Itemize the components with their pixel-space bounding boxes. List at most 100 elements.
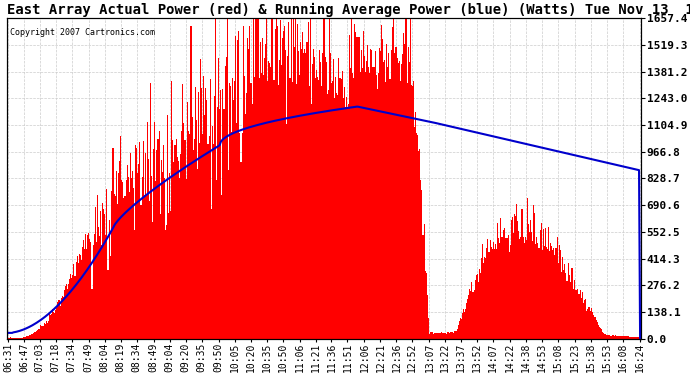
Bar: [246, 93, 247, 339]
Bar: [471, 282, 473, 339]
Bar: [497, 223, 498, 339]
Bar: [312, 64, 313, 339]
Bar: [196, 120, 197, 339]
Bar: [282, 38, 283, 339]
Bar: [201, 88, 202, 339]
Bar: [145, 153, 146, 339]
Bar: [336, 93, 337, 339]
Bar: [286, 124, 287, 339]
Bar: [38, 329, 39, 339]
Bar: [163, 145, 164, 339]
Bar: [448, 332, 449, 339]
Bar: [636, 337, 638, 339]
Bar: [185, 140, 186, 339]
Bar: [169, 172, 170, 339]
Bar: [134, 230, 135, 339]
Bar: [119, 161, 120, 339]
Bar: [301, 49, 302, 339]
Bar: [277, 26, 278, 339]
Bar: [266, 18, 267, 339]
Bar: [631, 337, 632, 339]
Bar: [362, 68, 363, 339]
Bar: [101, 245, 102, 339]
Bar: [594, 317, 595, 339]
Bar: [189, 134, 190, 339]
Bar: [315, 78, 316, 339]
Bar: [548, 226, 549, 339]
Bar: [616, 336, 618, 339]
Bar: [221, 195, 222, 339]
Bar: [338, 57, 339, 339]
Bar: [252, 104, 253, 339]
Bar: [564, 264, 565, 339]
Bar: [14, 338, 15, 339]
Bar: [339, 78, 341, 339]
Bar: [440, 332, 442, 339]
Bar: [350, 68, 351, 339]
Bar: [273, 80, 275, 339]
Bar: [386, 44, 387, 339]
Bar: [190, 26, 192, 339]
Bar: [542, 250, 543, 339]
Bar: [21, 338, 22, 339]
Bar: [486, 249, 487, 339]
Bar: [12, 338, 14, 339]
Bar: [351, 18, 352, 339]
Bar: [161, 172, 163, 339]
Bar: [136, 148, 137, 339]
Bar: [106, 189, 108, 339]
Bar: [628, 336, 629, 339]
Bar: [245, 114, 246, 339]
Bar: [75, 262, 77, 339]
Bar: [368, 67, 369, 339]
Bar: [322, 53, 324, 339]
Bar: [306, 42, 308, 339]
Bar: [428, 318, 429, 339]
Bar: [112, 147, 114, 339]
Bar: [571, 268, 573, 339]
Bar: [206, 100, 208, 339]
Bar: [283, 31, 284, 339]
Bar: [318, 80, 319, 339]
Bar: [552, 250, 553, 339]
Bar: [357, 37, 359, 339]
Bar: [346, 97, 347, 339]
Bar: [68, 284, 69, 339]
Bar: [267, 81, 268, 339]
Bar: [352, 73, 353, 339]
Bar: [482, 244, 483, 339]
Bar: [182, 84, 183, 339]
Bar: [444, 333, 445, 339]
Bar: [457, 325, 459, 339]
Bar: [493, 243, 494, 339]
Bar: [226, 18, 228, 339]
Bar: [392, 27, 393, 339]
Bar: [17, 338, 18, 339]
Bar: [359, 72, 361, 339]
Bar: [236, 123, 237, 339]
Bar: [422, 236, 424, 339]
Bar: [584, 300, 585, 339]
Bar: [135, 145, 136, 339]
Bar: [243, 26, 244, 339]
Bar: [462, 314, 463, 339]
Bar: [15, 338, 16, 339]
Bar: [37, 330, 38, 339]
Bar: [331, 83, 332, 339]
Bar: [355, 32, 357, 339]
Bar: [159, 214, 161, 339]
Bar: [503, 230, 504, 339]
Bar: [61, 296, 63, 339]
Bar: [143, 141, 144, 339]
Bar: [208, 136, 210, 339]
Bar: [613, 335, 614, 339]
Bar: [152, 222, 153, 339]
Bar: [247, 38, 248, 339]
Bar: [200, 59, 201, 339]
Bar: [167, 115, 168, 339]
Bar: [285, 50, 286, 339]
Bar: [445, 333, 446, 339]
Bar: [171, 81, 172, 339]
Bar: [118, 173, 119, 339]
Bar: [343, 98, 344, 339]
